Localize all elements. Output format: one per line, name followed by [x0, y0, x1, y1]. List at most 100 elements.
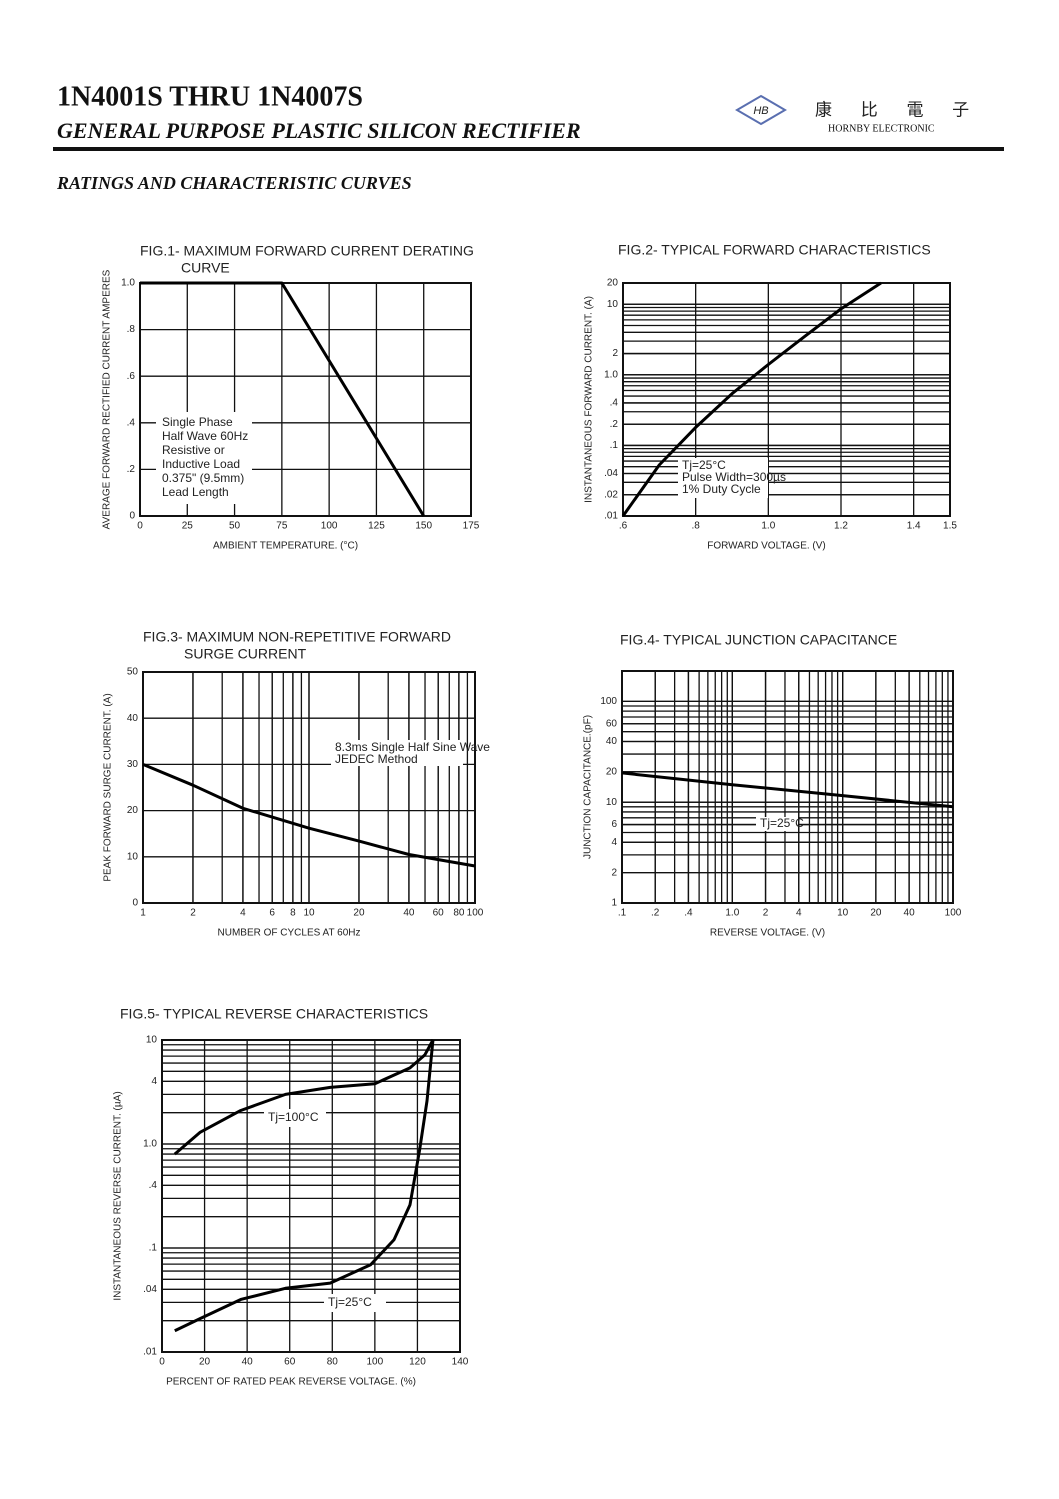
chart: FIG.3- MAXIMUM NON-REPETITIVE FORWARDSUR… — [103, 629, 491, 939]
annotation: Single Phase — [162, 415, 233, 429]
x-tick-label: 8 — [290, 908, 296, 919]
x-tick-label: .6 — [619, 521, 628, 532]
annotation: Pulse Width=300µs — [682, 470, 786, 484]
curve — [174, 1039, 435, 1333]
y-tick-label: 20 — [607, 278, 619, 289]
annotation: Half Wave 60Hz — [162, 429, 248, 443]
x-tick-label: 40 — [403, 908, 415, 919]
chart: FIG.1- MAXIMUM FORWARD CURRENT DERATINGC… — [102, 243, 480, 552]
x-tick-label: 25 — [182, 521, 194, 532]
chart-title: CURVE — [181, 260, 230, 276]
section-heading: RATINGS AND CHARACTERISTIC CURVES — [56, 173, 412, 193]
y-tick-label: 4 — [611, 837, 617, 848]
y-tick-label: .1 — [610, 440, 619, 451]
curve — [140, 281, 425, 517]
x-tick-label: 140 — [452, 1357, 469, 1368]
y-axis-label: INSTANTANEOUS FORWARD CURRENT. (A) — [584, 296, 595, 503]
annotation: Tj=25°C — [682, 458, 726, 472]
plot-frame — [161, 1039, 461, 1353]
annotation: Inductive Load — [162, 457, 240, 471]
x-tick-label: 100 — [467, 908, 484, 919]
x-axis-label: REVERSE VOLTAGE. (V) — [710, 928, 825, 939]
x-tick-label: 20 — [870, 908, 882, 919]
y-tick-label: 4 — [151, 1076, 157, 1087]
y-axis-label: AVERAGE FORWARD RECTIFIED CURRENT AMPERE… — [102, 269, 113, 529]
x-tick-label: 1.2 — [834, 521, 848, 532]
plot-frame — [142, 671, 476, 904]
annotation: Resistive or — [162, 443, 225, 457]
y-tick-label: .4 — [610, 398, 619, 409]
x-axis-label: FORWARD VOLTAGE. (V) — [707, 541, 826, 552]
x-tick-label: 175 — [463, 521, 480, 532]
y-axis-label: PEAK FORWARD SURGE CURRENT. (A) — [103, 693, 114, 881]
y-tick-label: .6 — [127, 371, 136, 382]
x-tick-label: 80 — [327, 1357, 339, 1368]
x-tick-label: 1.0 — [761, 521, 775, 532]
x-tick-label: 10 — [303, 908, 315, 919]
x-tick-label: 80 — [453, 908, 465, 919]
annotation-background — [756, 817, 798, 831]
y-tick-label: 0 — [129, 511, 135, 522]
x-tick-label: 60 — [284, 1357, 296, 1368]
plot-frame — [621, 670, 954, 904]
x-tick-label: 125 — [368, 521, 385, 532]
x-tick-label: 50 — [229, 521, 241, 532]
x-axis-label: AMBIENT TEMPERATURE. (°C) — [213, 541, 358, 552]
x-tick-label: 0 — [159, 1357, 165, 1368]
y-tick-label: 1.0 — [604, 369, 618, 380]
logo-company: HORNBY ELECTRONIC — [828, 123, 935, 134]
y-tick-label: .01 — [604, 511, 618, 522]
x-tick-label: 20 — [353, 908, 365, 919]
annotation: JEDEC Method — [335, 752, 418, 766]
logo: HB 康 比 電 子 HORNBY ELECTRONIC — [735, 94, 981, 134]
y-axis-label: JUNCTION CAPACITANCE.(pF) — [583, 715, 594, 859]
x-tick-label: .8 — [691, 521, 700, 532]
y-tick-label: 2 — [611, 867, 617, 878]
chart-title: FIG.5- TYPICAL REVERSE CHARACTERISTICS — [120, 1006, 428, 1022]
x-tick-label: 6 — [269, 908, 275, 919]
doc-title: 1N4001S THRU 1N4007S — [57, 81, 363, 112]
x-tick-label: 1 — [140, 908, 146, 919]
x-tick-label: 2 — [763, 908, 769, 919]
y-tick-label: 30 — [127, 759, 139, 770]
y-tick-label: 2 — [612, 348, 618, 359]
y-tick-label: 6 — [611, 819, 617, 830]
y-tick-label: 1.0 — [143, 1139, 157, 1150]
y-tick-label: .4 — [127, 417, 136, 428]
series-label-background — [264, 1109, 326, 1127]
annotation: 1% Duty Cycle — [682, 482, 761, 496]
series-label-background — [324, 1294, 386, 1312]
chart-title: FIG.3- MAXIMUM NON-REPETITIVE FORWARD — [143, 629, 451, 645]
x-tick-label: 100 — [367, 1357, 384, 1368]
y-tick-label: 0 — [132, 898, 138, 909]
x-tick-label: 1.0 — [725, 908, 739, 919]
x-tick-label: 20 — [199, 1357, 211, 1368]
annotation: Tj=25°C — [760, 816, 804, 830]
doc-subtitle: GENERAL PURPOSE PLASTIC SILICON RECTIFIE… — [57, 118, 581, 143]
x-tick-label: 40 — [242, 1357, 254, 1368]
x-tick-label: .1 — [618, 908, 627, 919]
x-tick-label: 4 — [796, 908, 802, 919]
series-label: Tj=25°C — [328, 1295, 372, 1309]
y-tick-label: 20 — [606, 766, 618, 777]
y-tick-label: 10 — [606, 797, 618, 808]
y-tick-label: 40 — [127, 713, 139, 724]
series-label: Tj=100°C — [268, 1110, 319, 1124]
y-tick-label: .4 — [149, 1180, 158, 1191]
x-tick-label: .4 — [684, 908, 693, 919]
y-tick-label: .04 — [604, 468, 618, 479]
x-tick-label: 40 — [904, 908, 916, 919]
x-tick-label: 4 — [240, 908, 246, 919]
x-tick-label: 60 — [433, 908, 445, 919]
y-tick-label: 10 — [127, 851, 139, 862]
curve — [173, 1039, 435, 1156]
y-tick-label: .8 — [127, 324, 136, 335]
chart: FIG.2- TYPICAL FORWARD CHARACTERISTICS .6… — [584, 242, 958, 552]
plot-frame — [139, 282, 472, 517]
annotation-background — [331, 740, 463, 766]
y-tick-label: 20 — [127, 805, 139, 816]
logo-chinese: 康 比 電 子 — [815, 100, 981, 119]
chart-title: FIG.2- TYPICAL FORWARD CHARACTERISTICS — [618, 242, 931, 258]
y-tick-label: 100 — [600, 696, 617, 707]
